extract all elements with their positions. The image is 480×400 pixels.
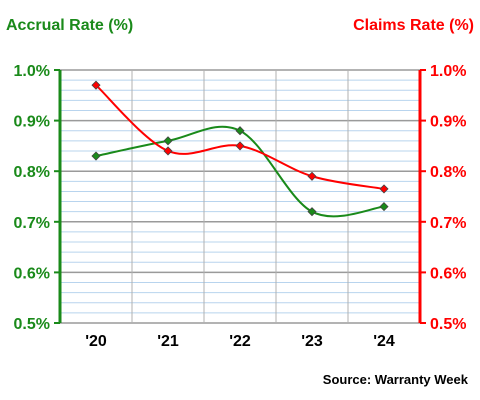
left-tick-label: 1.0% [14, 63, 50, 80]
left-tick-label: 0.6% [14, 265, 50, 282]
series-1-point [379, 202, 389, 212]
x-tick-label: '22 [229, 333, 251, 350]
left-tick-label: 0.8% [14, 164, 50, 181]
x-tick-label: '21 [157, 333, 179, 350]
series-2-point [307, 171, 317, 181]
series-1-point [91, 151, 101, 161]
series-1-point [235, 126, 245, 136]
series-2-point [91, 80, 101, 90]
left-axis-ticks: 0.5% 0.6% 0.7% 0.8% 0.9% 1.0% [14, 63, 60, 333]
left-tick-label: 0.9% [14, 114, 50, 131]
series [91, 80, 389, 218]
right-tick-label: 0.6% [430, 265, 466, 282]
right-tick-label: 1.0% [430, 63, 466, 80]
right-tick-label: 0.5% [430, 316, 466, 333]
right-tick-label: 0.7% [430, 215, 466, 232]
right-tick-label: 0.9% [430, 114, 466, 131]
right-tick-label: 0.8% [430, 164, 466, 181]
series-1-point [307, 207, 317, 217]
x-tick-label: '23 [301, 333, 323, 350]
x-tick-label: '24 [373, 333, 395, 350]
series-2-point [379, 184, 389, 194]
right-axis-ticks: 0.5% 0.6% 0.7% 0.8% 0.9% 1.0% [420, 63, 466, 333]
left-tick-label: 0.5% [14, 316, 50, 333]
series-1-point [163, 136, 173, 146]
source-label: Source: Warranty Week [323, 372, 469, 387]
x-tick-label: '20 [85, 333, 107, 350]
left-tick-label: 0.7% [14, 215, 50, 232]
series-2-point [235, 141, 245, 151]
series-2-point [163, 146, 173, 156]
plot-area [60, 70, 420, 323]
right-axis-title: Claims Rate (%) [353, 17, 474, 34]
x-axis-ticks: '20 '21 '22 '23 '24 [85, 333, 395, 350]
left-axis-title: Accrual Rate (%) [6, 17, 133, 34]
